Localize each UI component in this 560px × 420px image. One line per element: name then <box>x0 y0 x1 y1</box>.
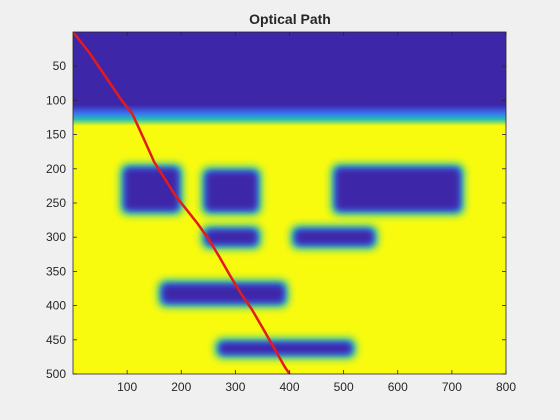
obstacle-region <box>200 166 262 216</box>
x-tick-label: 500 <box>334 380 354 394</box>
obstacle-region <box>119 163 184 216</box>
obstacle-region <box>330 163 465 216</box>
obstacle-region <box>290 224 379 250</box>
optical-path-line <box>73 32 291 374</box>
obstacle-region <box>200 224 262 250</box>
x-tick-label: 300 <box>225 380 245 394</box>
x-tick-label: 200 <box>171 380 191 394</box>
top-band-region <box>73 32 506 126</box>
y-tick-label: 450 <box>46 333 66 347</box>
obstacle-region <box>157 279 289 308</box>
y-tick-label: 50 <box>53 59 67 73</box>
x-tick-label: 100 <box>117 380 137 394</box>
y-tick-label: 350 <box>46 264 66 278</box>
x-tick-label: 800 <box>496 380 516 394</box>
x-tick-label: 600 <box>388 380 408 394</box>
y-tick-label: 300 <box>46 230 66 244</box>
x-axis: 100 200 300 400 500 600 700 800 <box>117 32 516 394</box>
y-tick-label: 500 <box>46 367 66 381</box>
x-tick-label: 700 <box>442 380 462 394</box>
chart-title: Optical Path <box>249 11 331 27</box>
plot-area <box>72 31 507 375</box>
x-tick-label: 400 <box>279 380 299 394</box>
y-tick-label: 200 <box>46 162 66 176</box>
obstacle-region <box>214 337 357 359</box>
y-axis: 50 100 150 200 250 300 350 400 450 500 <box>46 59 506 381</box>
y-tick-label: 250 <box>46 196 66 210</box>
y-tick-label: 150 <box>46 128 66 142</box>
y-tick-label: 100 <box>46 93 66 107</box>
y-tick-label: 400 <box>46 299 66 313</box>
